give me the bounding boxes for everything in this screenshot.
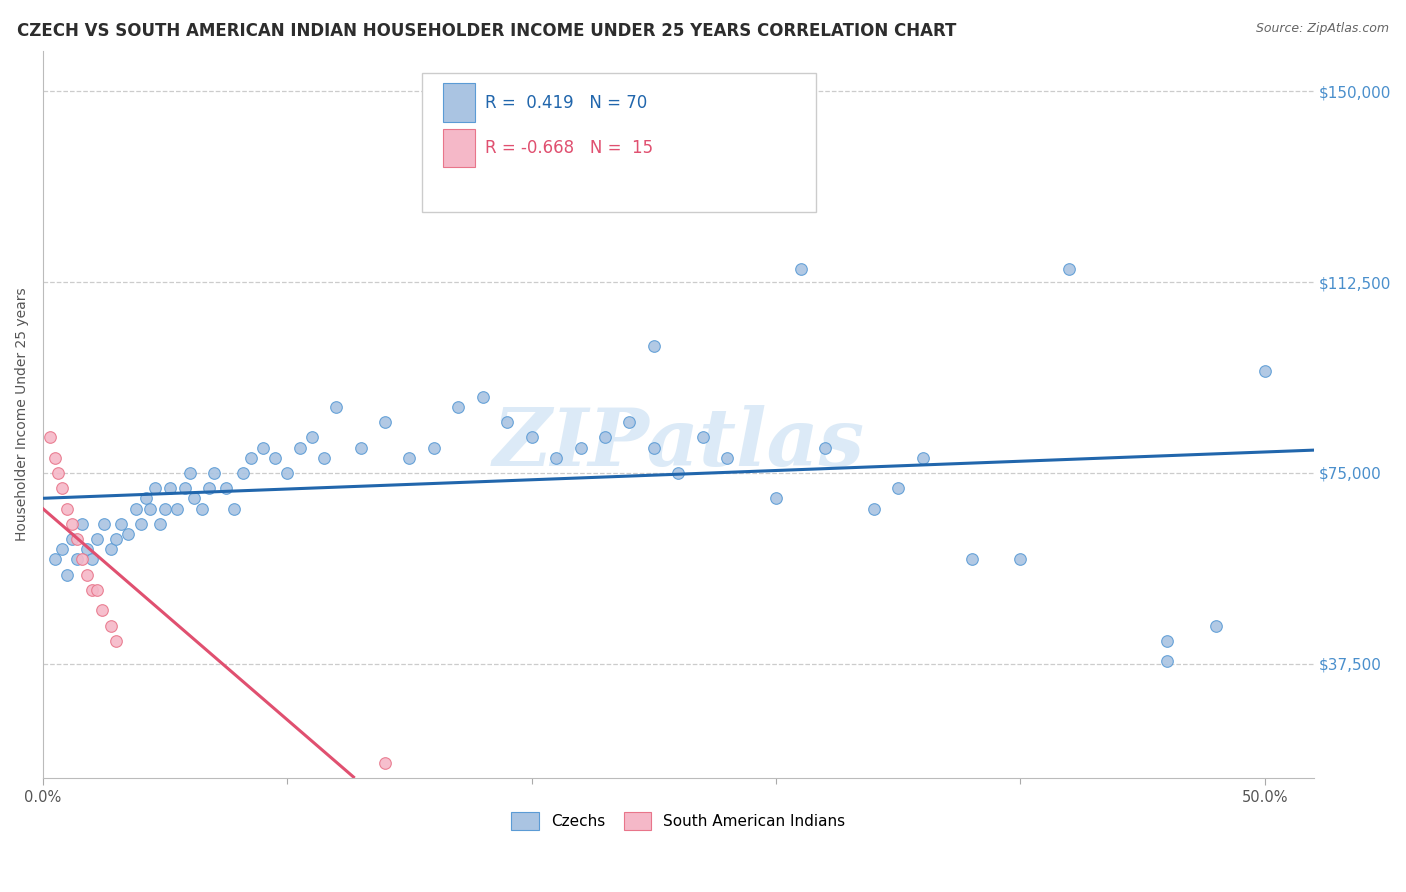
- Point: [312, 450, 335, 465]
- Point: [496, 415, 519, 429]
- Point: [215, 481, 238, 495]
- Point: [301, 430, 323, 444]
- Point: [814, 441, 837, 455]
- Point: [1010, 552, 1032, 566]
- Point: [716, 450, 738, 465]
- Point: [252, 441, 274, 455]
- Point: [190, 501, 212, 516]
- Point: [198, 481, 221, 495]
- Point: [51, 481, 73, 495]
- Point: [471, 390, 494, 404]
- Point: [117, 527, 139, 541]
- Point: [149, 516, 172, 531]
- Point: [66, 552, 89, 566]
- Point: [166, 501, 188, 516]
- Point: [1254, 364, 1277, 378]
- Point: [325, 400, 347, 414]
- Point: [398, 450, 420, 465]
- Point: [100, 618, 122, 632]
- Point: [349, 441, 371, 455]
- Bar: [443, 128, 475, 167]
- Point: [135, 491, 157, 506]
- Point: [110, 516, 132, 531]
- Point: [129, 516, 152, 531]
- Point: [288, 441, 311, 455]
- Point: [593, 430, 616, 444]
- Point: [423, 441, 446, 455]
- Point: [70, 552, 93, 566]
- Point: [173, 481, 195, 495]
- Point: [90, 603, 112, 617]
- Point: [1059, 262, 1081, 277]
- Point: [179, 466, 201, 480]
- Point: [93, 516, 115, 531]
- Point: [44, 552, 66, 566]
- Text: R =  0.419   N = 70: R = 0.419 N = 70: [485, 94, 647, 112]
- FancyBboxPatch shape: [422, 72, 815, 212]
- Point: [765, 491, 787, 506]
- Point: [789, 262, 811, 277]
- Point: [1205, 618, 1227, 632]
- Point: [56, 501, 79, 516]
- Text: CZECH VS SOUTH AMERICAN INDIAN HOUSEHOLDER INCOME UNDER 25 YEARS CORRELATION CHA: CZECH VS SOUTH AMERICAN INDIAN HOUSEHOLD…: [17, 22, 956, 40]
- Point: [1156, 633, 1178, 648]
- Point: [70, 516, 93, 531]
- Point: [374, 756, 396, 770]
- Point: [143, 481, 166, 495]
- Point: [569, 441, 592, 455]
- Point: [153, 501, 176, 516]
- Text: ZIPatlas: ZIPatlas: [492, 405, 865, 483]
- Point: [183, 491, 205, 506]
- Point: [86, 532, 108, 546]
- Point: [139, 501, 162, 516]
- Point: [76, 542, 98, 557]
- Point: [159, 481, 181, 495]
- Point: [643, 339, 665, 353]
- Point: [39, 430, 62, 444]
- Point: [546, 450, 568, 465]
- Text: R = -0.668   N =  15: R = -0.668 N = 15: [485, 139, 654, 157]
- Point: [60, 532, 83, 546]
- Point: [66, 532, 89, 546]
- Point: [105, 633, 128, 648]
- Point: [960, 552, 983, 566]
- Point: [239, 450, 262, 465]
- Text: Source: ZipAtlas.com: Source: ZipAtlas.com: [1256, 22, 1389, 36]
- Point: [60, 516, 83, 531]
- Point: [1156, 654, 1178, 668]
- Point: [100, 542, 122, 557]
- Point: [80, 582, 103, 597]
- Point: [643, 441, 665, 455]
- Point: [51, 542, 73, 557]
- Point: [666, 466, 689, 480]
- Point: [863, 501, 886, 516]
- Point: [447, 400, 470, 414]
- Point: [86, 582, 108, 597]
- Point: [80, 552, 103, 566]
- Point: [44, 450, 66, 465]
- Point: [46, 466, 69, 480]
- Point: [264, 450, 287, 465]
- Point: [125, 501, 148, 516]
- Point: [56, 567, 79, 582]
- Point: [911, 450, 934, 465]
- Point: [232, 466, 254, 480]
- Point: [692, 430, 714, 444]
- Legend: Czechs, South American Indians: Czechs, South American Indians: [505, 806, 852, 836]
- Point: [76, 567, 98, 582]
- Point: [374, 415, 396, 429]
- Point: [222, 501, 245, 516]
- Point: [619, 415, 641, 429]
- Point: [202, 466, 225, 480]
- Point: [520, 430, 543, 444]
- Bar: [443, 84, 475, 122]
- Point: [887, 481, 910, 495]
- Point: [276, 466, 298, 480]
- Y-axis label: Householder Income Under 25 years: Householder Income Under 25 years: [15, 287, 30, 541]
- Point: [105, 532, 128, 546]
